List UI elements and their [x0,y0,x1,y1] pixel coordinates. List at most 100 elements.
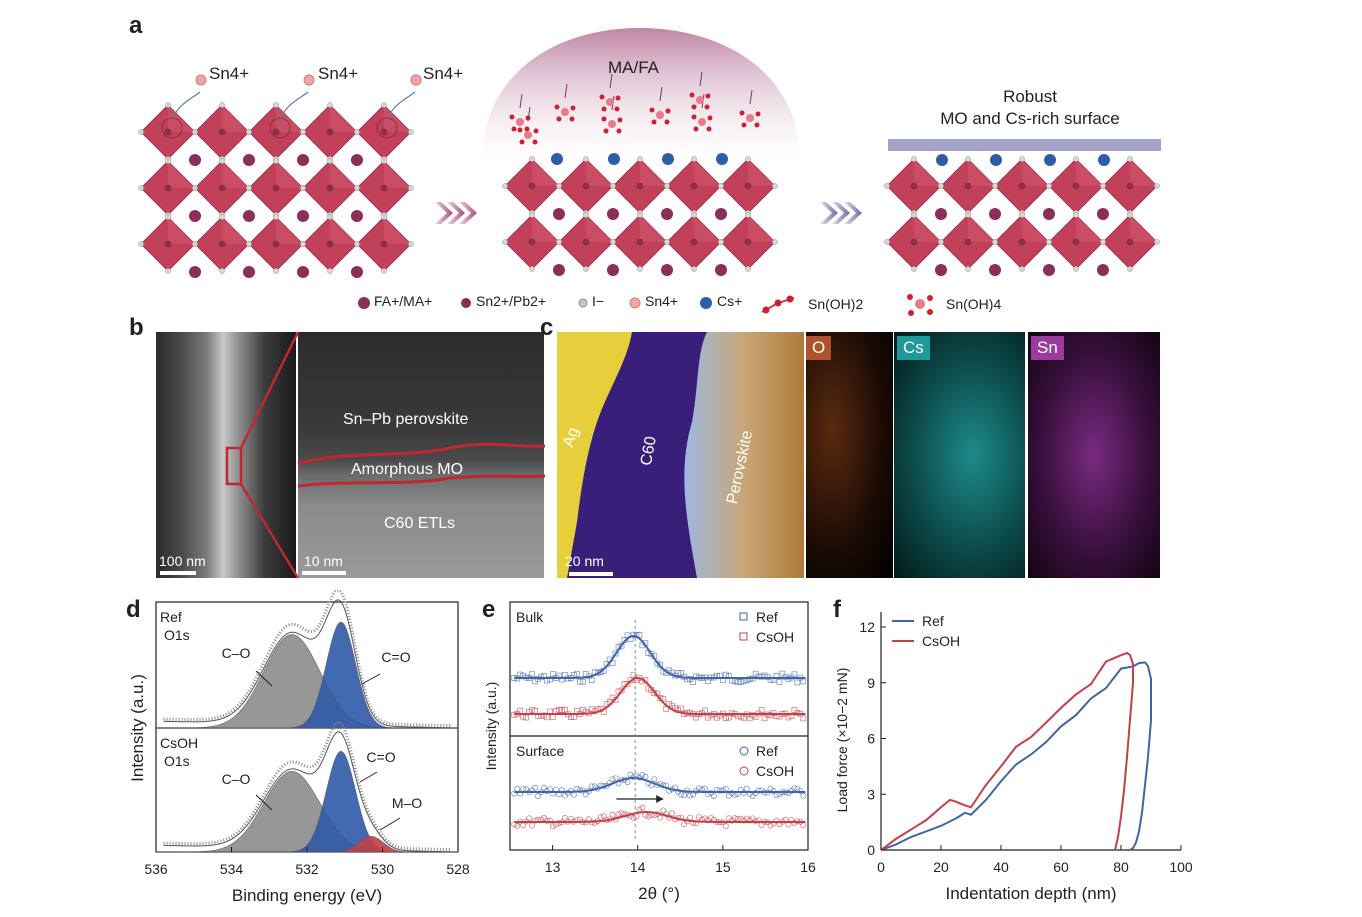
iodide-atom [1019,266,1025,272]
fa-ma-cation [189,154,201,166]
data-point-CsOH [532,817,539,824]
data-point-Ref [657,662,664,669]
data-point-CsOH [579,706,586,713]
cs-atom [716,153,728,165]
data-point-CsOH [609,811,616,818]
data-point-CsOH [722,715,729,722]
data-point-CsOH [561,815,568,821]
sn-oh-center [606,98,614,106]
fa-ma-cation [297,266,309,278]
fa-ma-cation [351,210,363,222]
octahedron-face [586,159,613,186]
sn-pb-atom [636,238,644,246]
iodide-atom [1073,212,1079,218]
oxygen-atom [554,104,560,110]
tag-o: O [806,336,832,360]
fa-ma-cation [243,154,255,166]
legend-marker-CsOH [739,766,749,776]
data-point-Ref [588,677,595,683]
x-tick-label: 0 [877,859,885,875]
sn-pb-atom [910,238,918,246]
sn-pb-atom [164,240,172,248]
data-point-Ref [639,772,646,778]
sn-pb-atom [272,240,280,248]
data-point-Ref [562,672,568,678]
x-tick-label: 100 [1169,859,1193,875]
peak-label-C–O: C–O [222,771,251,787]
sn-pb-atom [272,128,280,136]
iodide-atom [637,266,643,272]
data-point-CsOH [722,823,729,829]
data-point-CsOH [523,714,530,721]
cs-atom [990,154,1002,166]
iodide-atom [583,266,589,272]
callout-line [361,673,381,685]
iodide-atom [1100,183,1106,189]
data-point-Ref [541,784,548,791]
eds-map-o [806,332,893,578]
sn-oh-molecules [509,71,1110,166]
data-point-CsOH [666,701,673,707]
iodide-atom [273,102,279,108]
fa-ma-cation [189,210,201,222]
sn-pb-atom [690,182,698,190]
fa-ma-cation [351,266,363,278]
octahedron-face [168,105,195,132]
sn-pb-atom [218,240,226,248]
axes-frame [509,601,809,851]
data-point-Ref [576,787,583,793]
x-axis-label: 2θ (°) [638,884,680,903]
x-tick-label: 534 [220,861,244,877]
iodide-atom [1019,212,1025,218]
fa-ma-cation [351,154,363,166]
cs-atom [551,153,563,165]
oxygen-atom [664,119,670,125]
sn-pb-atom [528,238,536,246]
data-point-CsOH [657,814,664,821]
data-point-CsOH [749,712,756,719]
sn-pb-atom [1072,238,1080,246]
x-tick-label: 530 [371,861,395,877]
data-point-CsOH [752,714,759,720]
sn4-label-3: Sn4+ [423,64,464,83]
fa-ma-cation [989,264,1001,276]
data-point-Ref [630,631,637,638]
mo-surface-bar [888,139,1161,151]
legend-marker-Ref [739,746,749,756]
legend-label-Ref: Ref [756,609,778,625]
legend-iodide-icon [578,298,588,308]
iodide-atom [664,239,670,245]
iodide-atom [219,214,225,220]
iodide-atom [408,185,414,191]
fit-line-CsOH [514,811,806,823]
octahedron-face [222,161,249,188]
legend-fa-icon [358,297,370,309]
interface-top-line [297,442,546,466]
iodide-atom [1073,156,1079,162]
peak-C=O [156,621,458,729]
oxygen-atom [603,128,609,134]
iodide-atom [529,212,535,218]
iodide-atom [327,102,333,108]
iodide-atom [556,239,562,245]
sn-pb-atom [272,184,280,192]
oxygen-atom [705,93,711,99]
layer-etl: C60 ETLs [384,515,456,532]
sn-pb-atom [326,184,334,192]
data-point-Ref [678,670,684,677]
fa-ma-cation [1097,208,1109,220]
x-tick-label: 528 [446,861,470,877]
data-point-Ref [618,642,625,649]
sn4-emission [161,74,422,139]
iodide-atom [246,129,252,135]
iodide-atom [583,156,589,162]
octahedron-face [276,105,303,132]
legend-snoh4-icon [915,299,925,309]
oxygen-atom [706,126,712,132]
peak-C–O [155,634,458,729]
data-point-Ref [755,787,762,794]
subplot-title: Surface [516,743,564,759]
data-point-Ref [696,785,702,792]
fa-ma-cation [553,264,565,276]
iodide-atom [938,183,944,189]
